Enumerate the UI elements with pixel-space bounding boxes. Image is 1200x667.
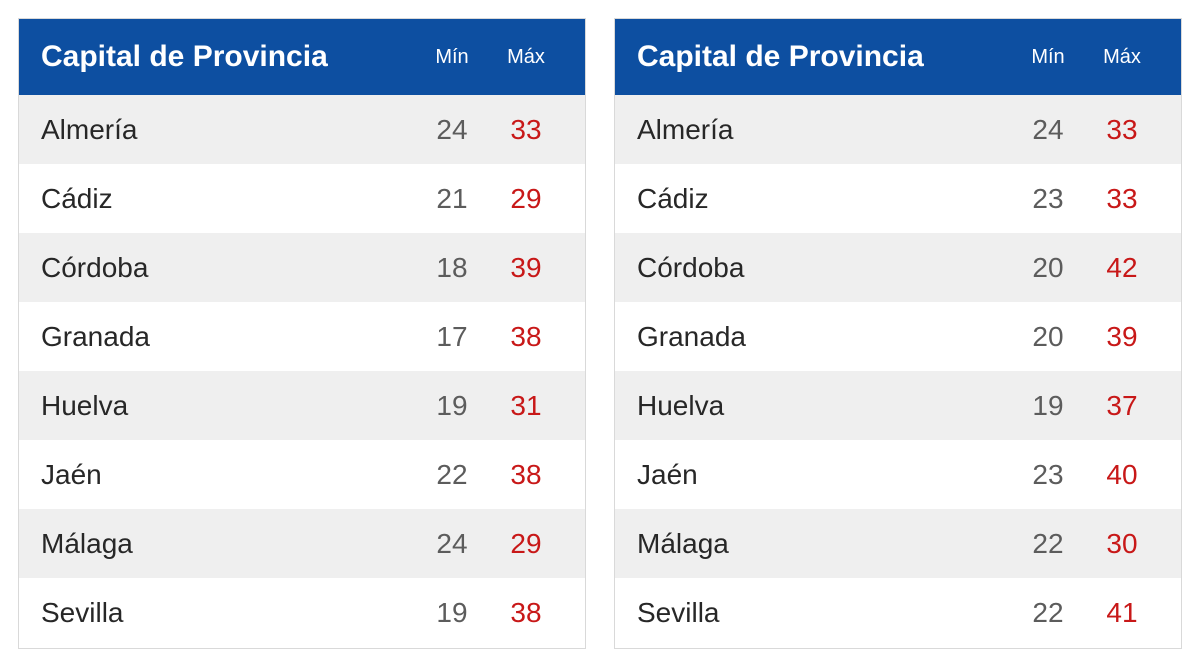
table-row: Córdoba 20 42 <box>615 233 1181 302</box>
city-name: Almería <box>41 114 415 146</box>
min-temp: 21 <box>415 183 489 215</box>
city-name: Sevilla <box>637 597 1011 629</box>
min-temp: 19 <box>1011 390 1085 422</box>
table-row: Sevilla 22 41 <box>615 578 1181 647</box>
min-temp: 24 <box>415 528 489 560</box>
max-temp: 42 <box>1085 252 1159 284</box>
table-row: Cádiz 21 29 <box>19 164 585 233</box>
max-temp: 38 <box>489 459 563 491</box>
table-row: Huelva 19 31 <box>19 371 585 440</box>
table-row: Granada 17 38 <box>19 302 585 371</box>
max-temp: 33 <box>1085 183 1159 215</box>
header-max: Máx <box>1085 46 1159 69</box>
max-temp: 30 <box>1085 528 1159 560</box>
min-temp: 20 <box>1011 252 1085 284</box>
max-temp: 39 <box>489 252 563 284</box>
header-min: Mín <box>415 46 489 69</box>
table-row: Almería 24 33 <box>615 95 1181 164</box>
table-row: Cádiz 23 33 <box>615 164 1181 233</box>
min-temp: 22 <box>1011 528 1085 560</box>
max-temp: 39 <box>1085 321 1159 353</box>
table-row: Málaga 22 30 <box>615 509 1181 578</box>
max-temp: 40 <box>1085 459 1159 491</box>
table-header: Capital de Provincia Mín Máx <box>615 19 1181 95</box>
min-temp: 22 <box>1011 597 1085 629</box>
min-temp: 23 <box>1011 459 1085 491</box>
city-name: Jaén <box>41 459 415 491</box>
max-temp: 38 <box>489 597 563 629</box>
min-temp: 24 <box>415 114 489 146</box>
temperature-table-left: Capital de Provincia Mín Máx Almería 24 … <box>18 18 586 649</box>
min-temp: 19 <box>415 390 489 422</box>
city-name: Almería <box>637 114 1011 146</box>
city-name: Cádiz <box>637 183 1011 215</box>
min-temp: 23 <box>1011 183 1085 215</box>
city-name: Huelva <box>637 390 1011 422</box>
max-temp: 33 <box>1085 114 1159 146</box>
city-name: Málaga <box>41 528 415 560</box>
header-max: Máx <box>489 46 563 69</box>
min-temp: 20 <box>1011 321 1085 353</box>
temperature-table-right: Capital de Provincia Mín Máx Almería 24 … <box>614 18 1182 649</box>
header-min: Mín <box>1011 46 1085 69</box>
table-row: Córdoba 18 39 <box>19 233 585 302</box>
max-temp: 37 <box>1085 390 1159 422</box>
city-name: Córdoba <box>41 252 415 284</box>
table-row: Sevilla 19 38 <box>19 578 585 647</box>
city-name: Cádiz <box>41 183 415 215</box>
table-row: Jaén 23 40 <box>615 440 1181 509</box>
table-row: Huelva 19 37 <box>615 371 1181 440</box>
city-name: Córdoba <box>637 252 1011 284</box>
table-row: Jaén 22 38 <box>19 440 585 509</box>
max-temp: 41 <box>1085 597 1159 629</box>
table-row: Granada 20 39 <box>615 302 1181 371</box>
min-temp: 18 <box>415 252 489 284</box>
city-name: Málaga <box>637 528 1011 560</box>
city-name: Jaén <box>637 459 1011 491</box>
city-name: Huelva <box>41 390 415 422</box>
table-row: Almería 24 33 <box>19 95 585 164</box>
header-title: Capital de Provincia <box>637 40 1011 74</box>
header-title: Capital de Provincia <box>41 40 415 74</box>
table-row: Málaga 24 29 <box>19 509 585 578</box>
table-header: Capital de Provincia Mín Máx <box>19 19 585 95</box>
max-temp: 31 <box>489 390 563 422</box>
max-temp: 38 <box>489 321 563 353</box>
city-name: Granada <box>637 321 1011 353</box>
city-name: Granada <box>41 321 415 353</box>
min-temp: 19 <box>415 597 489 629</box>
min-temp: 24 <box>1011 114 1085 146</box>
city-name: Sevilla <box>41 597 415 629</box>
max-temp: 29 <box>489 528 563 560</box>
min-temp: 17 <box>415 321 489 353</box>
min-temp: 22 <box>415 459 489 491</box>
max-temp: 33 <box>489 114 563 146</box>
max-temp: 29 <box>489 183 563 215</box>
